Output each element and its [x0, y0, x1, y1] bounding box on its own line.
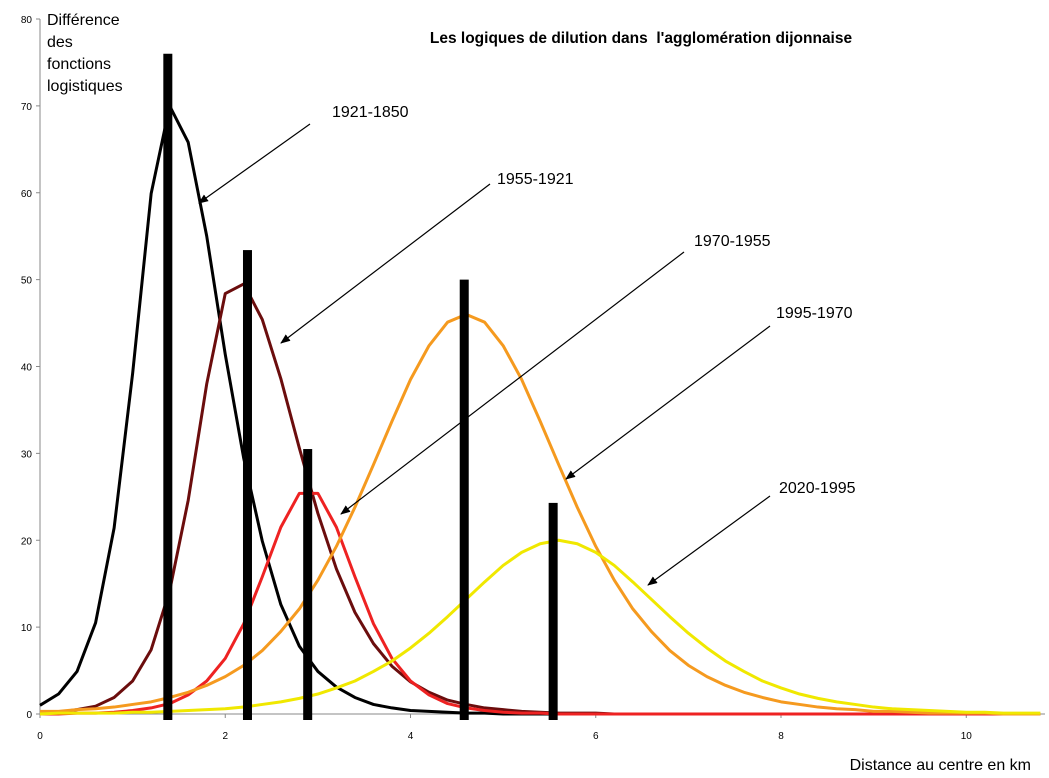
y-axis-label: Différence des fonctions logistiques [47, 12, 123, 95]
bar [242, 250, 252, 720]
y-tick-label: 20 [21, 536, 33, 547]
curve-label: 2020-1995 [779, 480, 856, 497]
bar [548, 502, 558, 720]
x-tick-label: 8 [778, 731, 784, 742]
curve [39, 538, 1041, 716]
y-tick-label: 10 [21, 623, 33, 634]
curve-label: 1970-1955 [694, 233, 771, 250]
bar [303, 449, 313, 720]
y-tick-label: 0 [26, 710, 32, 721]
arrow [647, 495, 771, 586]
curve [40, 491, 1041, 716]
arrow [198, 123, 311, 204]
x-tick-label: 0 [37, 731, 43, 742]
x-tick-label: 10 [961, 731, 973, 742]
curve [39, 104, 1041, 716]
y-tick-label: 30 [21, 449, 33, 460]
y-tick-label: 70 [21, 102, 33, 113]
x-tick-label: 2 [222, 731, 228, 742]
curve-label: 1921-1850 [332, 104, 409, 121]
arrow [340, 251, 685, 515]
bar [163, 53, 173, 720]
chart-title: Les logiques de dilution dans l'agglomér… [429, 30, 853, 47]
bar [459, 279, 469, 720]
arrow [280, 183, 491, 344]
y-tick-label: 60 [21, 189, 33, 200]
x-tick-label: 4 [408, 731, 414, 742]
curve-label: 1995-1970 [776, 305, 853, 322]
y-tick-label: 50 [21, 276, 33, 287]
y-tick-label: 40 [21, 363, 33, 374]
x-axis-label: Distance au centre en km [849, 757, 1031, 774]
curve [40, 312, 1041, 716]
arrow [565, 325, 771, 480]
x-tick-label: 6 [593, 731, 599, 742]
curve [39, 282, 1041, 716]
y-tick-label: 80 [21, 15, 33, 26]
curve-label: 1955-1921 [497, 171, 574, 188]
